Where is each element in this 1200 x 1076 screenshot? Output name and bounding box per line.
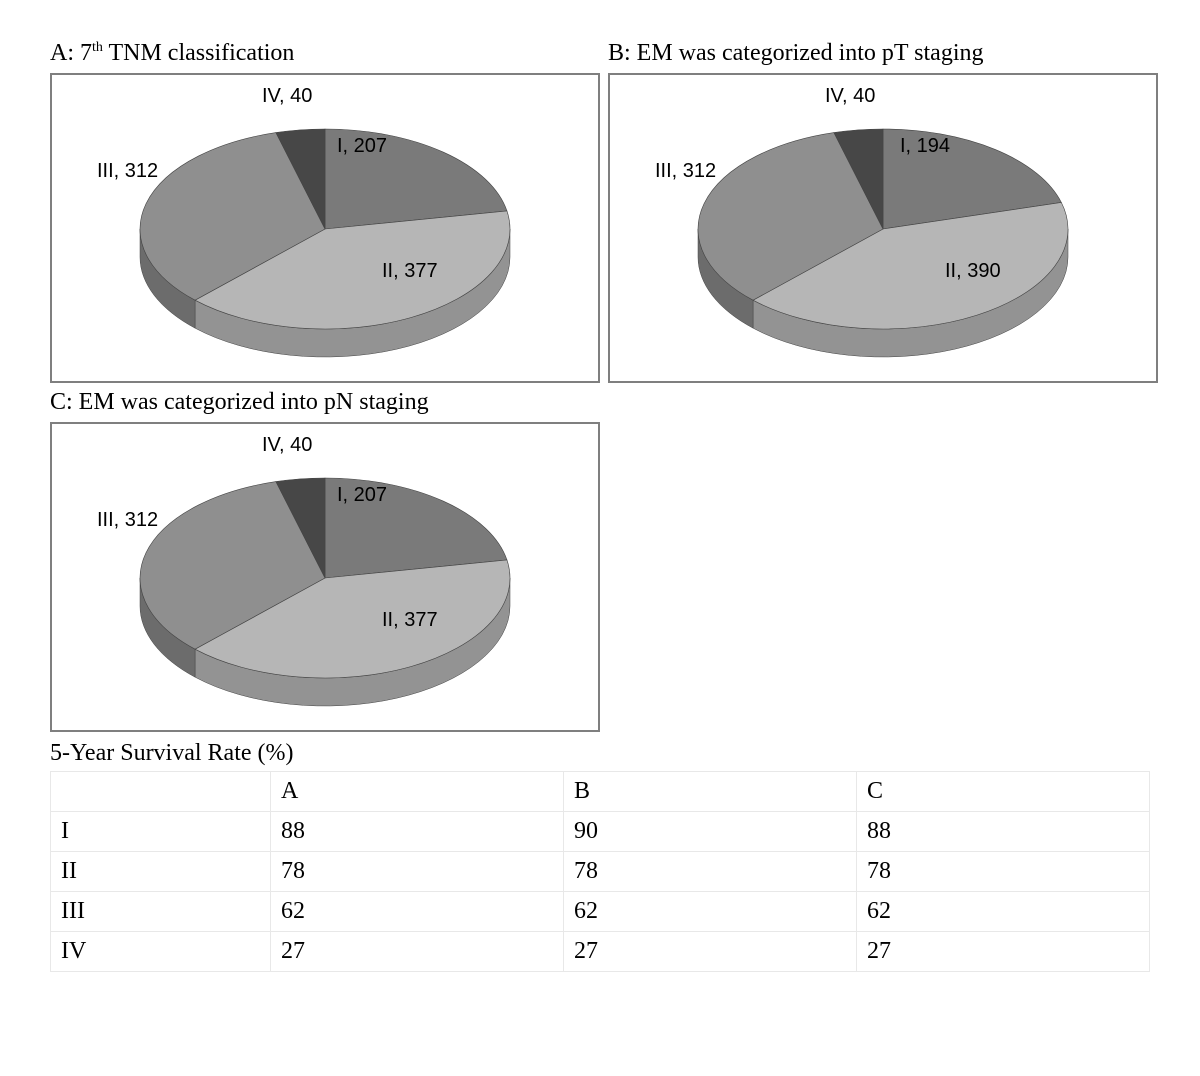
pie-slice-label: II, 390 bbox=[945, 260, 1001, 283]
table-cell: III bbox=[51, 892, 271, 932]
table-cell: 62 bbox=[564, 892, 857, 932]
panel-A-title: A: 7th TNM classification bbox=[50, 40, 600, 67]
table-cell: I bbox=[51, 812, 271, 852]
pie-slice-label: III, 312 bbox=[655, 160, 716, 183]
table-cell: 62 bbox=[271, 892, 564, 932]
title-super: th bbox=[92, 40, 103, 55]
pie-slice-label: IV, 40 bbox=[262, 85, 312, 108]
title-text: A: 7 bbox=[50, 40, 92, 66]
table-cell: 88 bbox=[271, 812, 564, 852]
pie-slice-label: IV, 40 bbox=[825, 85, 875, 108]
table-title: 5-Year Survival Rate (%) bbox=[50, 740, 1150, 767]
panel-B: B: EM was categorized into pT staging I,… bbox=[608, 40, 1158, 383]
pie-slice-label: II, 377 bbox=[382, 260, 438, 283]
table-cell: 78 bbox=[271, 852, 564, 892]
chart-C: I, 207 II, 377 III, 312 IV, 40 bbox=[50, 422, 600, 732]
table-cell: IV bbox=[51, 932, 271, 972]
title-text: TNM classification bbox=[103, 40, 295, 66]
pie-slice-label: I, 194 bbox=[900, 135, 950, 158]
table-cell: II bbox=[51, 852, 271, 892]
pie-slice-label: III, 312 bbox=[97, 160, 158, 183]
table-row: I889088 bbox=[51, 812, 1150, 852]
pie-chart bbox=[688, 119, 1078, 367]
table-cell: 27 bbox=[857, 932, 1150, 972]
table-row: II787878 bbox=[51, 852, 1150, 892]
pie-slice-label: II, 377 bbox=[382, 609, 438, 632]
table-cell: 88 bbox=[857, 812, 1150, 852]
survival-table-section: 5-Year Survival Rate (%) ABCI889088II787… bbox=[50, 740, 1150, 972]
chart-B: I, 194 II, 390 III, 312 IV, 40 bbox=[608, 73, 1158, 383]
chart-A: I, 207 II, 377 III, 312 IV, 40 bbox=[50, 73, 600, 383]
panel-B-title: B: EM was categorized into pT staging bbox=[608, 40, 1158, 67]
pie-chart bbox=[130, 468, 520, 716]
pie-slice-label: III, 312 bbox=[97, 509, 158, 532]
charts-row-1: A: 7th TNM classification I, 207II, 377I… bbox=[50, 40, 1150, 383]
pie-slice-label: I, 207 bbox=[337, 135, 387, 158]
table-cell: 78 bbox=[857, 852, 1150, 892]
panel-A: A: 7th TNM classification I, 207II, 377I… bbox=[50, 40, 600, 383]
pie-chart bbox=[130, 119, 520, 367]
survival-table: ABCI889088II787878III626262IV272727 bbox=[50, 771, 1150, 972]
table-row: III626262 bbox=[51, 892, 1150, 932]
table-cell: 78 bbox=[564, 852, 857, 892]
panel-C: C: EM was categorized into pN staging I,… bbox=[50, 389, 600, 732]
pie-slice-label: I, 207 bbox=[337, 484, 387, 507]
table-header: B bbox=[564, 772, 857, 812]
table-header: C bbox=[857, 772, 1150, 812]
table-cell: 90 bbox=[564, 812, 857, 852]
table-cell: 62 bbox=[857, 892, 1150, 932]
table-row: IV272727 bbox=[51, 932, 1150, 972]
table-header bbox=[51, 772, 271, 812]
pie-slice-label: IV, 40 bbox=[262, 434, 312, 457]
charts-row-2: C: EM was categorized into pN staging I,… bbox=[50, 389, 1150, 732]
table-cell: 27 bbox=[564, 932, 857, 972]
panel-C-title: C: EM was categorized into pN staging bbox=[50, 389, 600, 416]
table-header: A bbox=[271, 772, 564, 812]
table-cell: 27 bbox=[271, 932, 564, 972]
